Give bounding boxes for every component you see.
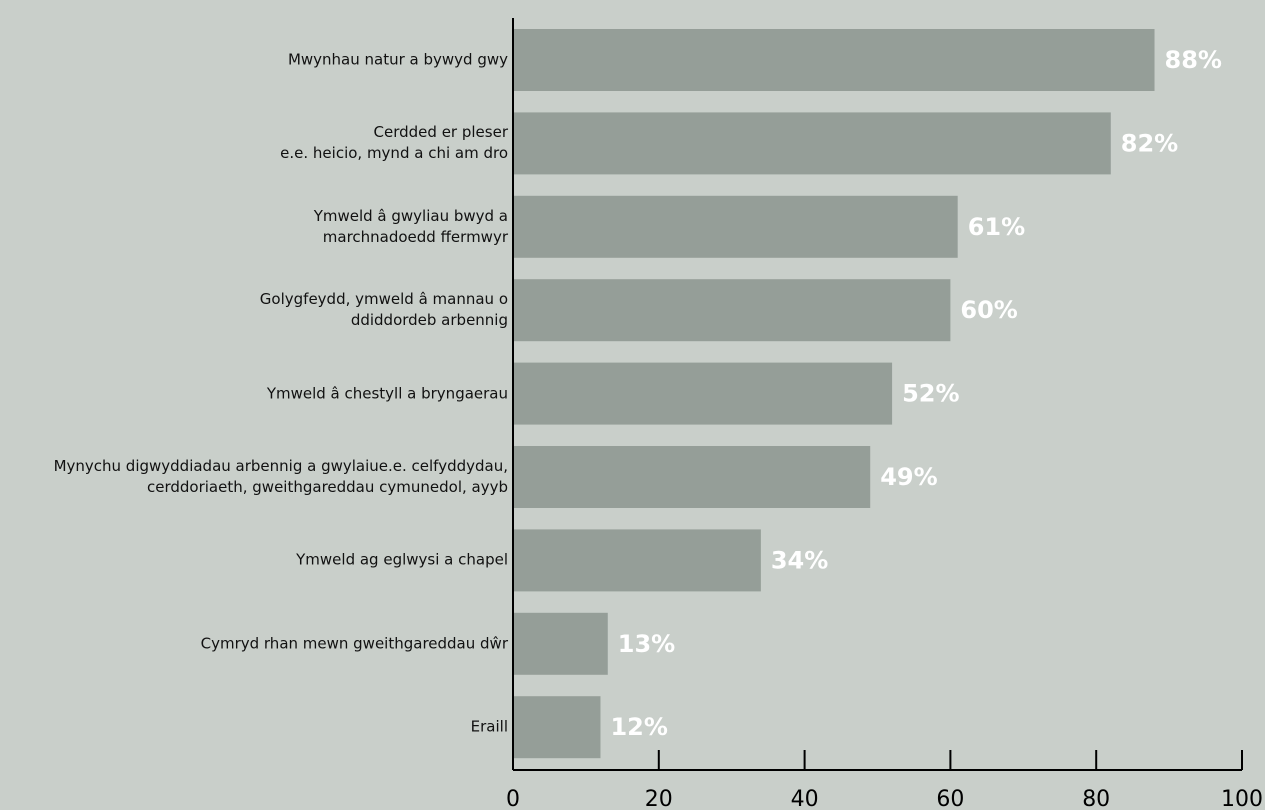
bar xyxy=(513,696,601,759)
category-label: Ymweld ag eglwysi a chapel xyxy=(296,550,508,569)
x-tick-label: 0 xyxy=(506,787,520,810)
bar xyxy=(513,612,608,675)
value-label: 12% xyxy=(610,713,667,741)
category-label: Mwynhau natur a bywyd gwy xyxy=(287,50,508,69)
value-label: 49% xyxy=(880,463,937,491)
category-label: Cerdded er pleser e.e. heicio, mynd a ch… xyxy=(280,123,508,163)
bar xyxy=(513,362,893,425)
value-label: 82% xyxy=(1121,129,1178,157)
category-label: Eraill xyxy=(470,717,508,736)
bar xyxy=(513,112,1111,175)
value-label: 61% xyxy=(968,213,1025,241)
value-label: 34% xyxy=(771,546,828,574)
category-label: Ymweld â chestyll a bryngaerau xyxy=(266,384,508,403)
x-tick-label: 80 xyxy=(1082,787,1110,810)
bar xyxy=(513,279,951,342)
value-label: 13% xyxy=(618,630,675,658)
value-label: 88% xyxy=(1165,46,1222,74)
x-tick-label: 20 xyxy=(645,787,673,810)
category-label: Mynychu digwyddiadau arbennig a gwylaiue… xyxy=(53,457,508,496)
bar xyxy=(513,529,761,592)
category-label: Cymryd rhan mewn gweithgareddau dŵr xyxy=(200,634,508,653)
x-tick-label: 100 xyxy=(1221,787,1263,810)
bar xyxy=(513,29,1155,91)
bar xyxy=(513,446,871,508)
x-tick-label: 60 xyxy=(936,787,964,810)
bar xyxy=(513,195,958,258)
value-label: 52% xyxy=(902,380,959,408)
category-label: Ymweld â gwyliau bwyd a marchnadoedd ffe… xyxy=(313,206,508,246)
value-label: 60% xyxy=(960,296,1017,324)
x-tick-label: 40 xyxy=(791,787,819,810)
category-label: Golygfeydd, ymweld â mannau o ddiddordeb… xyxy=(259,290,508,330)
